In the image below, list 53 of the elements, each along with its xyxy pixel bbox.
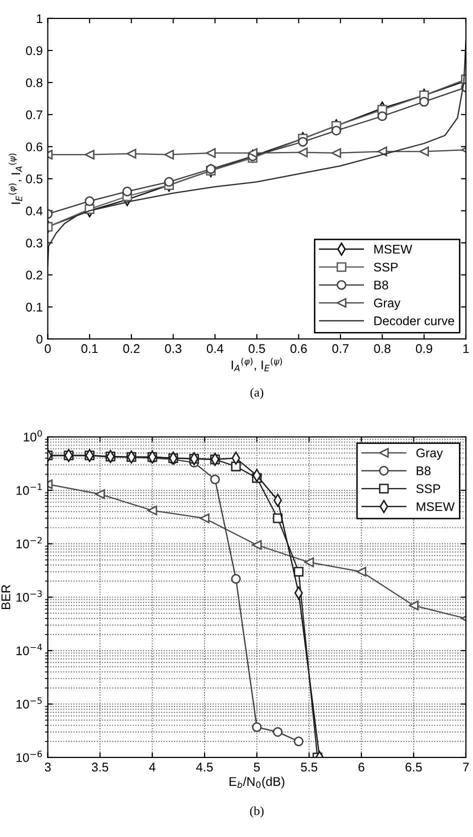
x-tick-label: 4 — [149, 762, 156, 772]
y-tick-label: 10$^{−5}$ — [16, 697, 42, 709]
y-tick-label: 0.7 — [26, 110, 42, 120]
y-tick-label: 0.5 — [26, 174, 42, 184]
x-tick-label: 0.1 — [81, 344, 98, 354]
y-tick-label: 10$^{0}$ — [24, 430, 42, 442]
x-axis-title: E$_{b}$/N$_{0}$(dB) — [230, 776, 284, 788]
y-tick-label: 10$^{−4}$ — [16, 644, 42, 656]
y-tick-label: 0.6 — [26, 142, 42, 152]
legend-label: B8 — [374, 280, 388, 290]
x-tick-label: 0.6 — [290, 344, 307, 354]
legend-label: SSP — [416, 484, 440, 494]
text: (a) — [250, 388, 264, 400]
y-tick-label: 10$^{−6}$ — [16, 750, 42, 762]
x-tick-label: 3.5 — [92, 762, 108, 772]
x-tick-label: 0.9 — [416, 344, 432, 354]
y-tick-label: 10$^{−2}$ — [16, 536, 42, 548]
y-tick-label: 0 — [36, 334, 42, 344]
legend-label: B8 — [416, 466, 431, 476]
x-axis-title: I$_{A}$$^{(φ)}$, I$_{E}$$^{(ψ)}$ — [232, 358, 282, 372]
y-tick-label: 0.8 — [26, 78, 42, 88]
text: (b) — [250, 806, 264, 818]
legend-label: Gray — [374, 298, 400, 310]
x-tick-label: 0.2 — [123, 344, 140, 354]
y-tick-label: 0.3 — [26, 238, 42, 248]
legend-label: Decoder curve — [374, 316, 454, 326]
x-tick-label: 0.5 — [248, 344, 266, 354]
x-tick-label: 5 — [254, 762, 260, 772]
y-axis-title: I$_{E}$$^{(φ)}$, I$_{A}$$^{(ψ)}$ — [8, 154, 22, 204]
legend-label: Gray — [416, 448, 443, 460]
x-tick-label: 0 — [44, 344, 51, 354]
x-tick-label: 6 — [358, 762, 364, 772]
x-tick-label: 5.5 — [300, 762, 318, 772]
y-tick-label: 0.1 — [26, 302, 42, 312]
y-tick-label: 1 — [36, 14, 42, 23]
legend-label: SSP — [374, 262, 398, 272]
x-tick-label: 4.5 — [196, 762, 213, 772]
legend-label: MSEW — [374, 244, 412, 254]
y-tick-label: 10$^{−1}$ — [16, 484, 42, 495]
x-tick-label: 1 — [463, 344, 469, 353]
x-tick-label: 0.4 — [206, 344, 224, 354]
y-tick-label: 0.9 — [26, 46, 42, 56]
x-tick-label: 7 — [463, 762, 469, 772]
x-tick-label: 6.5 — [406, 762, 422, 772]
x-tick-label: 0.7 — [332, 344, 349, 354]
y-axis-title: BER — [2, 584, 10, 610]
x-tick-label: 0.3 — [165, 344, 182, 354]
x-tick-label: 3 — [44, 762, 51, 772]
legend-label: MSEW — [416, 502, 455, 512]
y-tick-label: 10$^{−3}$ — [16, 590, 42, 602]
y-tick-label: 0.4 — [26, 206, 43, 216]
y-tick-label: 0.2 — [26, 270, 42, 280]
x-tick-label: 0.8 — [374, 344, 390, 354]
